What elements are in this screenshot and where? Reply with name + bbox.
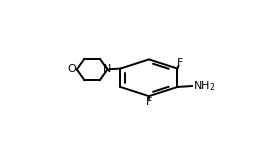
Text: NH$_2$: NH$_2$ <box>193 79 216 93</box>
Text: F: F <box>177 58 183 68</box>
Text: F: F <box>146 97 152 107</box>
Text: N: N <box>103 64 112 74</box>
Text: O: O <box>68 64 76 74</box>
